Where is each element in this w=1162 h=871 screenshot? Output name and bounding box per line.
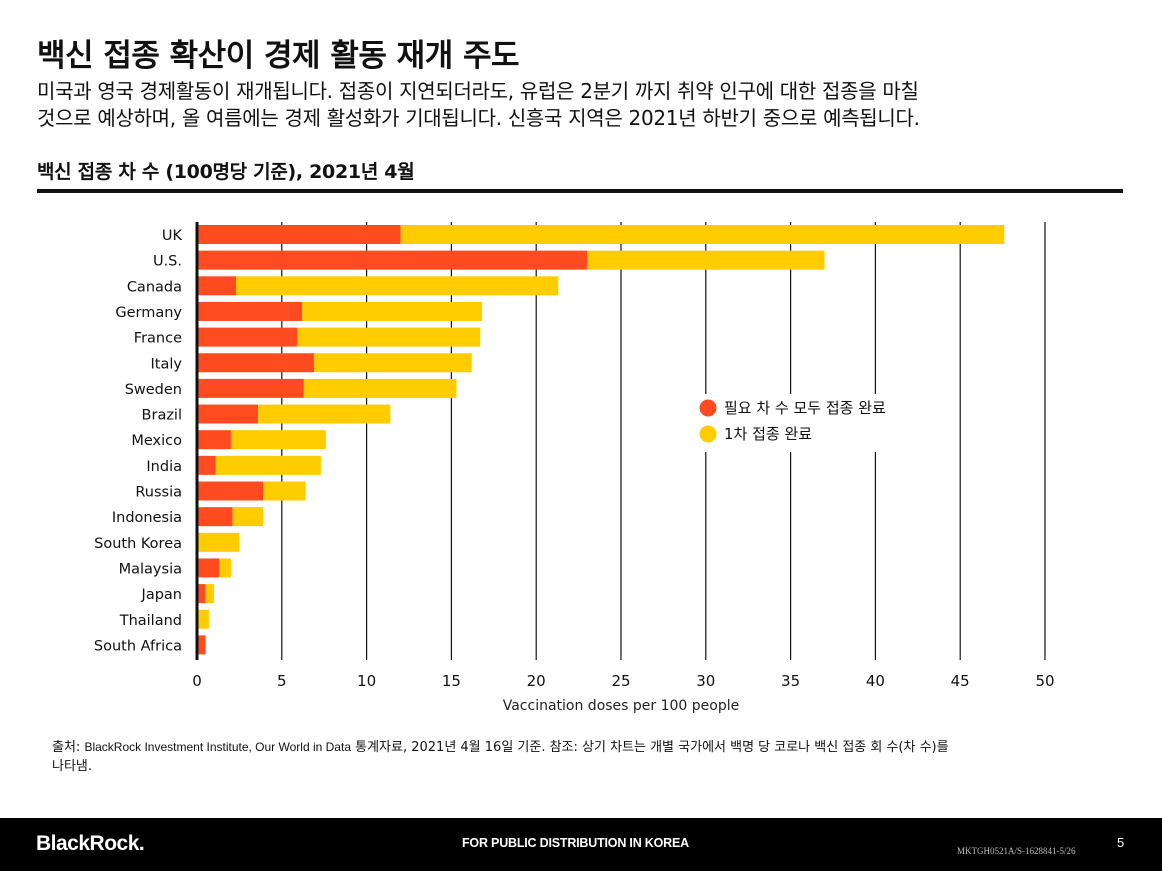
- bar-first-dose: [314, 353, 472, 373]
- legend-box: [690, 394, 912, 452]
- bar-first-dose: [215, 455, 321, 475]
- y-category-label: Japan: [141, 587, 182, 603]
- footer-bar: BlackRock. FOR PUBLIC DISTRIBUTION IN KO…: [0, 818, 1162, 871]
- footnote-text-line2: 나타냄.: [52, 759, 93, 774]
- bar-first-dose: [205, 584, 214, 604]
- bar-first-dose: [197, 532, 240, 552]
- bar-fully-vaccinated: [197, 353, 315, 373]
- footnote: 출처: BlackRock Investment Institute, Our …: [52, 738, 1112, 776]
- legend-label: 필요 차 수 모두 접종 완료: [724, 399, 886, 417]
- y-category-label: Brazil: [142, 408, 182, 424]
- bar-fully-vaccinated: [197, 250, 588, 270]
- bar-first-dose: [197, 609, 209, 629]
- x-tick-label: 5: [277, 672, 287, 690]
- bar-fully-vaccinated: [197, 455, 216, 475]
- bar-fully-vaccinated: [197, 481, 264, 501]
- bar-first-dose: [400, 225, 1005, 244]
- y-category-label: Malaysia: [119, 561, 182, 577]
- bar-first-dose: [263, 481, 306, 501]
- y-category-label: Canada: [127, 279, 182, 295]
- page-title: 백신 접종 확산이 경제 활동 재개 주도: [37, 38, 520, 74]
- y-category-label: Thailand: [119, 613, 182, 629]
- y-category-label: Italy: [151, 356, 183, 372]
- y-category-label: South Africa: [94, 638, 182, 654]
- x-tick-label: 30: [696, 672, 715, 690]
- bar-fully-vaccinated: [197, 225, 401, 244]
- bar-first-dose: [219, 558, 231, 578]
- document-code: MKTGH0521A/S-1628841-5/26: [957, 846, 1076, 856]
- y-category-label: Indonesia: [112, 510, 182, 526]
- page-subtitle: 미국과 영국 경제활동이 재개됩니다. 접종이 지연되더라도, 유럽은 2분기 …: [37, 78, 1127, 132]
- y-category-label: UK: [162, 228, 183, 244]
- x-tick-label: 25: [611, 672, 630, 690]
- x-axis-label: Vaccination doses per 100 people: [503, 698, 740, 714]
- subtitle-line: 미국과 영국 경제활동이 재개됩니다. 접종이 지연되더라도, 유럽은 2분기 …: [37, 79, 919, 103]
- chart-title-rule: [37, 189, 1123, 193]
- footnote-prefix: 출처:: [52, 740, 85, 755]
- bar-fully-vaccinated: [197, 430, 231, 450]
- bar-fully-vaccinated: [197, 276, 237, 296]
- distribution-notice: FOR PUBLIC DISTRIBUTION IN KOREA: [462, 836, 689, 850]
- x-tick-label: 40: [866, 672, 885, 690]
- bar-fully-vaccinated: [197, 584, 206, 604]
- blackrock-logo: BlackRock.: [36, 832, 145, 855]
- bar-fully-vaccinated: [197, 558, 220, 578]
- bar-fully-vaccinated: [197, 378, 304, 398]
- x-tick-label: 50: [1035, 672, 1054, 690]
- x-tick-label: 45: [951, 672, 970, 690]
- footnote-text: 통계자료, 2021년 4월 16일 기준. 참조: 상기 차트는 개별 국가에…: [351, 740, 949, 755]
- y-category-label: Germany: [115, 305, 182, 321]
- footnote-source: BlackRock Investment Institute, Our Worl…: [84, 740, 351, 754]
- bar-fully-vaccinated: [197, 301, 303, 321]
- bar-first-dose: [297, 327, 481, 347]
- bar-fully-vaccinated: [197, 404, 259, 424]
- bar-first-dose: [230, 430, 326, 450]
- bar-fully-vaccinated: [197, 507, 233, 527]
- y-category-label: Mexico: [131, 433, 182, 449]
- x-tick-label: 10: [357, 672, 376, 690]
- legend-dot-first-dose: [699, 425, 717, 443]
- y-category-label: Russia: [135, 485, 182, 501]
- x-tick-label: 15: [442, 672, 461, 690]
- bar-first-dose: [587, 250, 825, 270]
- x-tick-label: 0: [192, 672, 202, 690]
- bar-first-dose: [236, 276, 559, 296]
- bar-first-dose: [302, 301, 482, 321]
- y-category-label: India: [146, 459, 182, 475]
- y-category-label: France: [134, 331, 182, 347]
- bar-first-dose: [232, 507, 264, 527]
- x-tick-label: 20: [527, 672, 546, 690]
- bar-first-dose: [303, 378, 457, 398]
- subtitle-line: 것으로 예상하며, 올 여름에는 경제 활성화가 기대됩니다. 신흥국 지역은 …: [37, 106, 920, 130]
- bar-fully-vaccinated: [197, 635, 206, 655]
- x-tick-label: 35: [781, 672, 800, 690]
- legend-label: 1차 접종 완료: [724, 425, 812, 443]
- chart-title: 백신 접종 차 수 (100명당 기준), 2021년 4월: [37, 161, 415, 183]
- y-category-label: Sweden: [125, 382, 182, 398]
- page-number: 5: [1117, 835, 1125, 850]
- legend-dot-fully-vaccinated: [699, 399, 717, 417]
- bar-fully-vaccinated: [197, 327, 298, 347]
- bar-first-dose: [258, 404, 391, 424]
- y-category-label: South Korea: [94, 536, 182, 552]
- y-category-label: U.S.: [153, 254, 182, 270]
